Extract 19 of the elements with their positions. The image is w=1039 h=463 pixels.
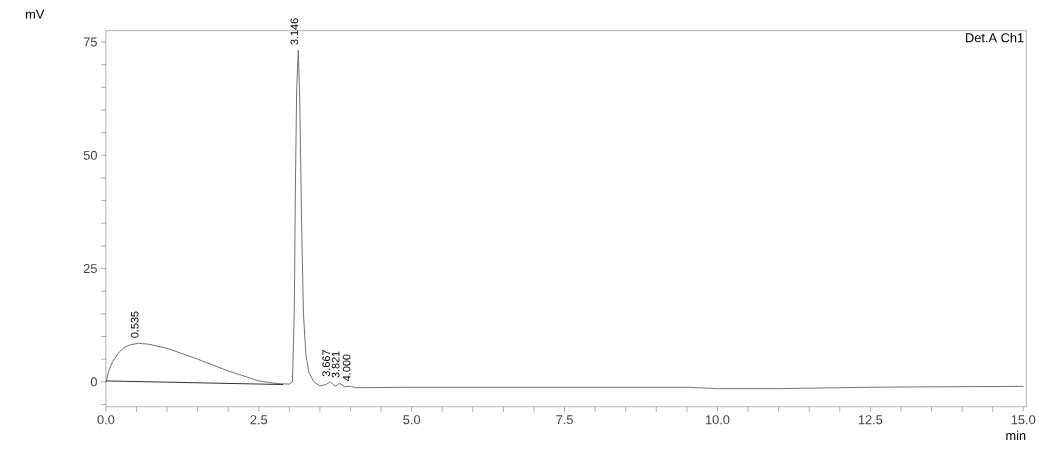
x-tick-label: 2.5	[250, 415, 268, 425]
x-tick-label: 10.0	[705, 415, 730, 425]
x-tick-label: 12.5	[858, 415, 883, 425]
annotation: 3.821	[331, 351, 340, 378]
y-tick-label: 50	[83, 150, 97, 160]
annotation: 0.535	[130, 311, 139, 338]
x-tick-label: 5.0	[403, 415, 421, 425]
y-axis-title: mV	[25, 9, 45, 19]
y-tick-label: 0	[90, 377, 97, 387]
annotation: 3.146	[290, 18, 299, 45]
x-tick-label: 0.0	[97, 415, 115, 425]
x-axis-title: min	[1006, 430, 1026, 440]
x-tick-label: 7.5	[556, 415, 573, 425]
x-tick-label: 15.0	[1011, 415, 1036, 425]
annotation: 3.667	[322, 350, 331, 377]
y-tick-label: 25	[83, 263, 97, 274]
annotation: 4.000	[342, 354, 351, 381]
y-tick-label: 75	[83, 37, 97, 47]
annotation: Det.A Ch1	[966, 32, 1024, 43]
